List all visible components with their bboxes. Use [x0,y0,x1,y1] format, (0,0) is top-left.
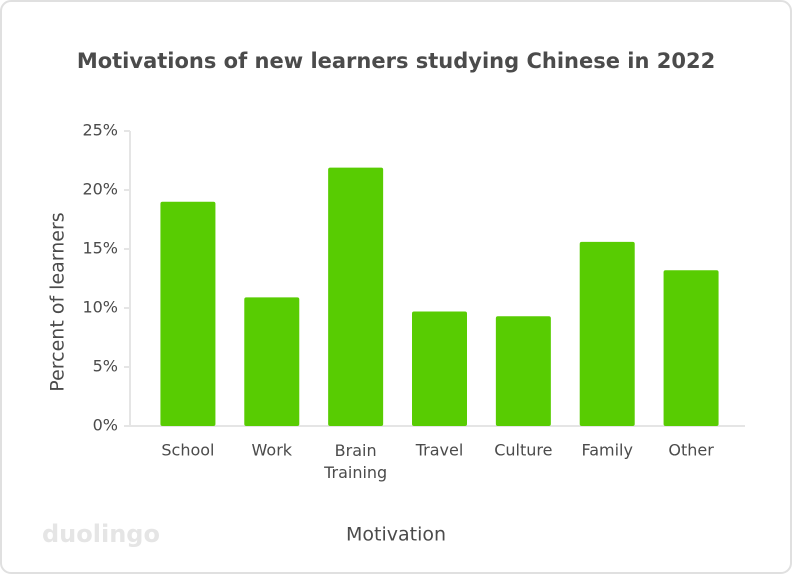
x-axis-label: Motivation [346,524,446,546]
y-tick-label: 15% [82,239,118,258]
logo: duolingo [42,520,160,548]
y-tick-label: 5% [93,357,118,376]
bar [579,241,635,426]
x-tick-label: Brain Training [323,441,387,482]
y-axis-label: Percent of learners [47,212,69,391]
bar [663,270,719,426]
bar [328,167,384,426]
chart-title: Motivations of new learners studying Chi… [77,49,715,73]
y-tick-label: 25% [82,121,118,140]
x-tick-label: Work [252,441,293,460]
bar [244,297,300,426]
x-tick-label: School [161,441,214,460]
y-tick-label: 20% [82,180,118,199]
bar [495,316,551,426]
y-tick-label: 10% [82,298,118,317]
x-tick-label: Travel [415,441,464,460]
y-tick-label: 0% [93,416,118,435]
x-tick-label: Other [668,441,714,460]
x-tick-label: Culture [494,441,552,460]
bar [160,201,216,426]
x-tick-label: Family [581,441,632,460]
bar [412,311,467,426]
